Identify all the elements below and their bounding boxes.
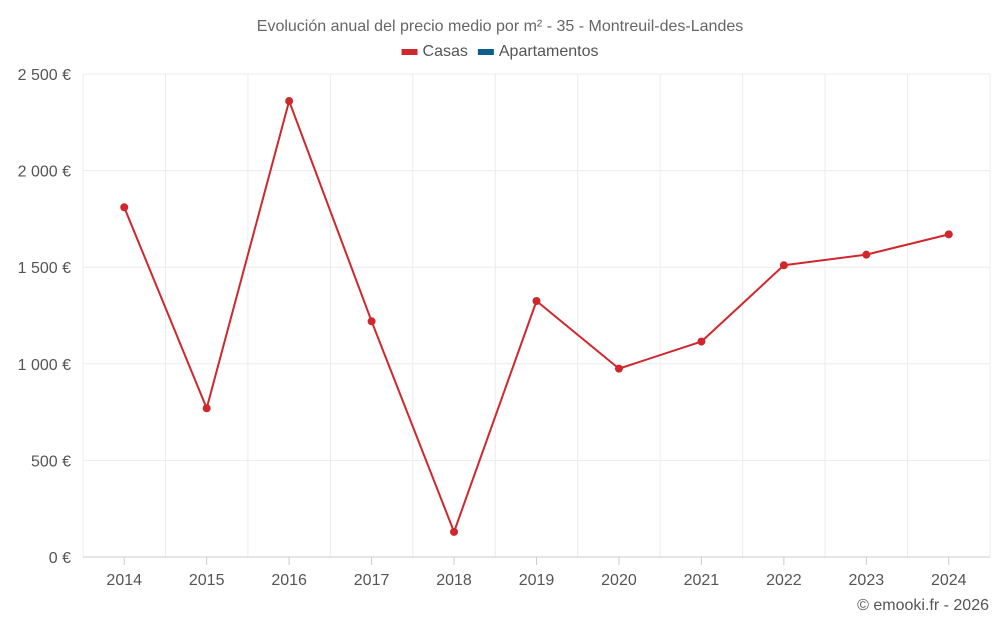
x-tick-label: 2019 xyxy=(519,572,555,589)
data-point[interactable] xyxy=(367,317,376,326)
x-tick-label: 2021 xyxy=(684,572,720,589)
chart-title: Evolución anual del precio medio por m² … xyxy=(257,18,743,35)
y-tick-label: 2 000 € xyxy=(18,164,71,181)
y-tick-label: 0 € xyxy=(49,550,71,567)
x-tick-label: 2020 xyxy=(601,572,637,589)
data-point[interactable] xyxy=(944,230,953,239)
data-point[interactable] xyxy=(120,203,129,212)
legend-swatch xyxy=(401,49,418,55)
credit-text: © emooki.fr - 2026 xyxy=(857,597,989,614)
x-tick-label: 2018 xyxy=(436,572,472,589)
y-tick-label: 2 500 € xyxy=(18,67,71,84)
data-point[interactable] xyxy=(202,404,211,413)
x-tick-label: 2017 xyxy=(354,572,390,589)
data-point[interactable] xyxy=(697,337,706,346)
data-point[interactable] xyxy=(614,364,623,373)
legend-swatch xyxy=(477,49,494,55)
data-point[interactable] xyxy=(450,527,459,536)
legend-label: Apartamentos xyxy=(499,43,599,60)
y-axis: 0 € 500 € 1 000 € 1 500 € 2 000 € 2 500 € xyxy=(18,67,71,567)
legend-item-casas[interactable]: Casas xyxy=(401,43,468,60)
data-point[interactable] xyxy=(862,250,871,259)
x-tick-label: 2024 xyxy=(931,572,967,589)
x-axis: 2014 2015 2016 2017 2018 2019 2020 2021 2022 2023… xyxy=(83,556,990,589)
series-layer xyxy=(120,97,953,536)
legend-label: Casas xyxy=(423,43,468,60)
data-point[interactable] xyxy=(532,297,541,306)
data-point[interactable] xyxy=(779,261,788,270)
y-tick-label: 1 000 € xyxy=(18,357,71,374)
y-tick-label: 500 € xyxy=(31,453,71,470)
legend-item-apartamentos[interactable]: Apartamentos xyxy=(477,43,599,60)
x-tick-label: 2015 xyxy=(189,572,225,589)
x-tick-label: 2023 xyxy=(849,572,885,589)
x-tick-label: 2016 xyxy=(271,572,307,589)
legend[interactable]: Casas Apartamentos xyxy=(401,43,599,60)
x-tick-label: 2014 xyxy=(106,572,142,589)
grid-lines xyxy=(82,73,991,557)
y-tick-label: 1 500 € xyxy=(18,260,71,277)
x-tick-label: 2022 xyxy=(766,572,802,589)
data-point[interactable] xyxy=(285,97,294,106)
